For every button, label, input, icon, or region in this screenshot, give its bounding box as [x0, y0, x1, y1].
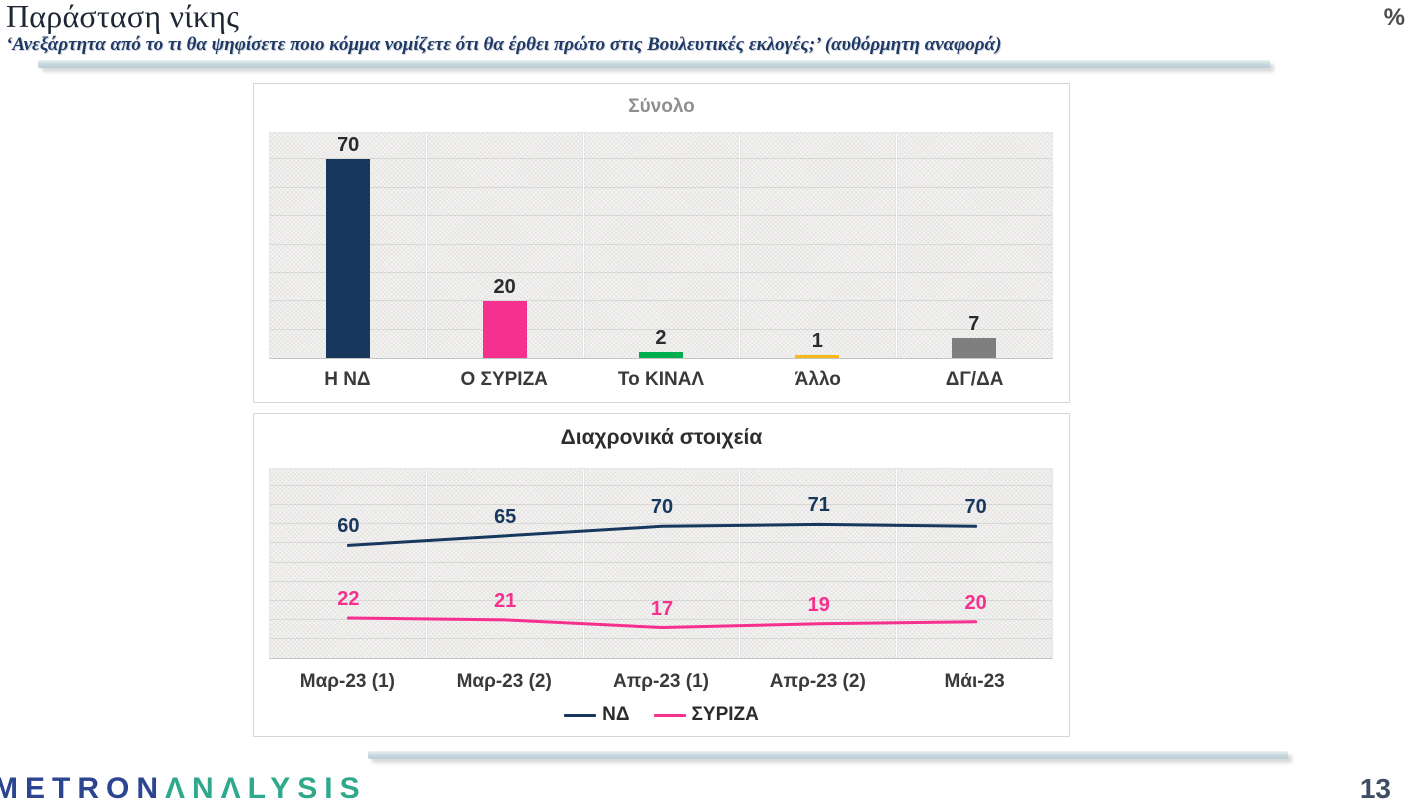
bar-value-label: 20: [493, 276, 516, 299]
bar-chart-title: Σύνολο: [628, 96, 695, 117]
category-label: ΔΓ/ΔΑ: [945, 369, 1004, 390]
horizontal-gridline: [270, 599, 1052, 601]
category-label: Απρ-23 (2): [769, 671, 866, 692]
line-chart-legend: ΝΔ ΣΥΡΙΖΑ: [254, 704, 1069, 726]
point-value-label: 70: [650, 496, 674, 519]
bar-column: 2: [583, 133, 739, 358]
bar-value-label: 1: [811, 330, 823, 353]
horizontal-gridline: [270, 300, 1052, 302]
bar: [951, 338, 996, 358]
legend-label: ΝΔ: [602, 704, 630, 725]
logo-metron-text: METRON: [0, 772, 165, 805]
horizontal-gridline: [270, 243, 1052, 245]
legend-label: ΣΥΡΙΖΑ: [691, 704, 759, 725]
point-value-label: 65: [494, 505, 517, 528]
vertical-gridline: [426, 469, 428, 658]
page-title: Παράσταση νίκης: [6, 0, 240, 34]
vertical-gridline: [739, 469, 741, 658]
legend-line-swatch: [564, 713, 597, 717]
vertical-gridline: [895, 133, 897, 358]
horizontal-gridline: [270, 504, 1052, 506]
category-label: Απρ-23 (1): [613, 671, 709, 692]
legend-item: ΝΔ: [564, 704, 630, 726]
category-label: Η ΝΔ: [324, 369, 371, 390]
bar-chart-plot-area: 70 20 2 1 7: [269, 132, 1053, 359]
horizontal-gridline: [270, 271, 1052, 273]
bar: [326, 159, 371, 358]
bar-column: 1: [739, 133, 895, 358]
series-line-ΣΥΡΙΖΑ: [346, 616, 978, 630]
horizontal-gridline: [270, 618, 1052, 620]
horizontal-gridline: [270, 485, 1052, 487]
bar: [795, 355, 840, 358]
page-number: 13: [1359, 773, 1391, 804]
header-divider: [38, 60, 1270, 68]
horizontal-gridline: [270, 328, 1052, 330]
horizontal-gridline: [270, 580, 1052, 582]
horizontal-gridline: [270, 186, 1052, 188]
point-value-label: 20: [964, 591, 987, 614]
vertical-gridline: [895, 469, 897, 658]
point-value-label: 22: [337, 587, 360, 610]
horizontal-gridline: [270, 158, 1052, 160]
bar: [638, 352, 683, 358]
bar-value-label: 70: [337, 134, 360, 157]
point-value-label: 17: [650, 597, 674, 620]
category-label: Μάι-23: [944, 671, 1005, 692]
series-line-ΝΔ: [346, 522, 978, 547]
line-chart-title: Διαχρονικά στοιχεία: [560, 426, 763, 449]
logo-analysis-text: ΛNΛLYSIS: [165, 772, 367, 805]
category-label: Μαρ-23 (1): [299, 671, 396, 692]
vertical-gridline: [582, 133, 584, 358]
bar-chart-category-axis: Η ΝΔ Ο ΣΥΡΙΖΑ Το ΚΙΝΑΛ Άλλο ΔΓ/ΔΑ: [269, 369, 1053, 391]
vertical-gridline: [739, 133, 741, 358]
legend-item: ΣΥΡΙΖΑ: [653, 704, 759, 726]
category-label: Άλλο: [794, 369, 841, 390]
bar-chart-columns: 70 20 2 1 7: [270, 133, 1052, 358]
bar-column: 7: [896, 133, 1052, 358]
point-value-label: 19: [807, 593, 830, 616]
bar-column: 20: [426, 133, 582, 358]
vertical-gridline: [426, 133, 428, 358]
vertical-gridline: [582, 469, 584, 658]
category-label: Μαρ-23 (2): [456, 671, 552, 692]
point-value-label: 60: [337, 515, 360, 538]
bar: [482, 301, 527, 358]
horizontal-gridline: [270, 561, 1052, 563]
footer-divider: [368, 751, 1288, 759]
line-chart-plot-area: 60 65 70 71 70 22 21 17 19 20: [269, 468, 1053, 659]
metron-analysis-logo: METRONΛNΛLYSIS: [0, 772, 367, 806]
legend-line-swatch: [653, 713, 686, 717]
line-chart-category-axis: Μαρ-23 (1) Μαρ-23 (2) Απρ-23 (1) Απρ-23 (2)…: [269, 671, 1053, 693]
category-label: Το ΚΙΝΑΛ: [617, 369, 705, 390]
point-value-label: 71: [807, 494, 830, 517]
page-subtitle: ‘Ανεξάρτητα από το τι θα ψηφίσετε ποιο κ…: [6, 34, 1002, 55]
horizontal-gridline: [270, 215, 1052, 217]
bar-value-label: 2: [655, 327, 667, 350]
percent-symbol: %: [1383, 4, 1405, 31]
point-value-label: 70: [964, 496, 987, 519]
point-value-label: 21: [494, 589, 517, 612]
bar-value-label: 7: [968, 313, 980, 336]
bar-chart-card: Σύνολο 70 20 2 1 7 Η ΝΔ Ο ΣΥΡΙΖΑ Το ΚΙΝΑΛ Άλλο Δ…: [253, 83, 1070, 403]
line-chart-series-svg: [346, 522, 978, 630]
horizontal-gridline: [270, 523, 1052, 525]
line-chart-card: Διαχρονικά στοιχεία 60 65 70 71 70 22 21 17 19 20…: [253, 413, 1070, 737]
bar-column: 70: [270, 133, 426, 358]
horizontal-gridline: [270, 637, 1052, 639]
horizontal-gridline: [270, 542, 1052, 544]
category-label: Ο ΣΥΡΙΖΑ: [460, 369, 548, 390]
